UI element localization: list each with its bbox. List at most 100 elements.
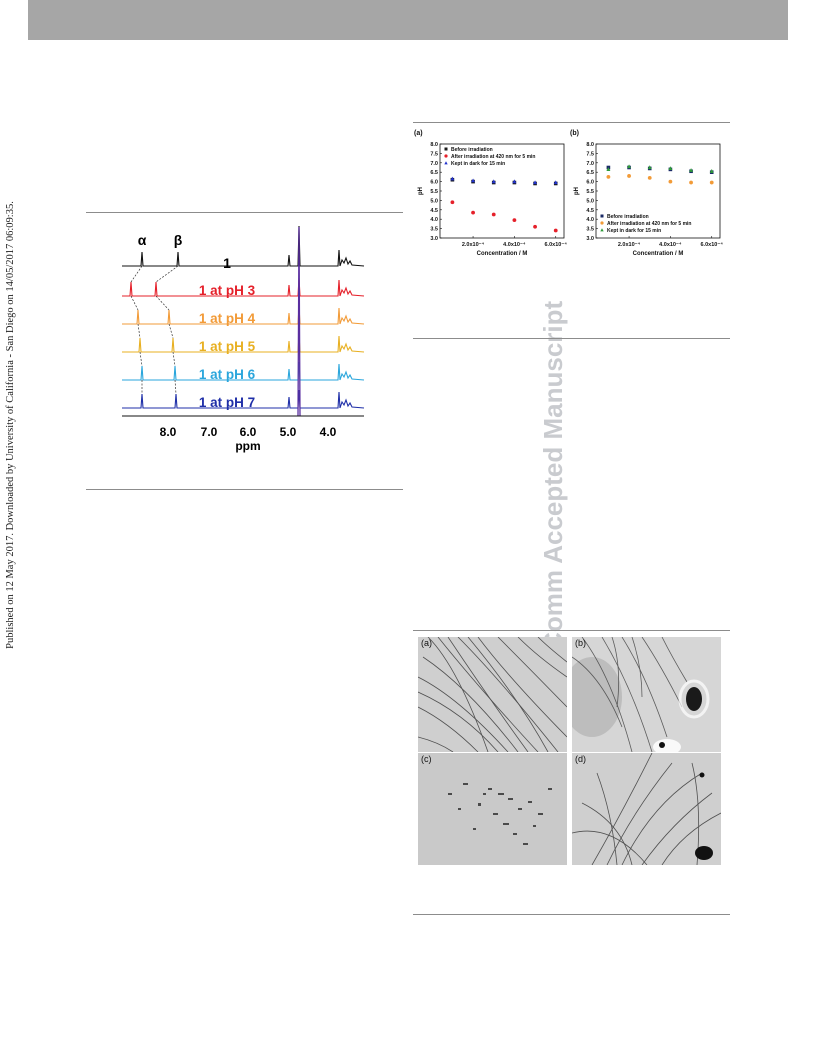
y-tick-label: 3.0 — [586, 236, 594, 242]
x-tick-label: 2.0x10⁻⁴ — [618, 242, 641, 248]
y-tick-label: 5.5 — [586, 189, 594, 195]
nmr-trace — [122, 225, 365, 267]
y-tick-label: 4.0 — [430, 217, 438, 223]
y-tick-label: 7.0 — [586, 161, 594, 167]
legend-label: Kept in dark for 15 min — [607, 228, 661, 234]
tem-panel-label: (b) — [575, 638, 586, 648]
data-point — [689, 180, 693, 185]
y-axis-title: pH — [418, 187, 424, 195]
figure-rule — [413, 338, 730, 339]
legend-marker — [600, 214, 604, 218]
x-tick-label: 5.0 — [280, 425, 297, 439]
y-tick-label: 5.5 — [430, 189, 438, 195]
figure-rule — [86, 489, 403, 490]
x-tick-label: 4.0x10⁻⁴ — [659, 242, 682, 248]
data-point — [709, 169, 714, 173]
y-tick-label: 3.5 — [430, 227, 438, 233]
x-tick-label: 2.0x10⁻⁴ — [462, 242, 485, 248]
y-tick-label: 6.0 — [586, 180, 594, 186]
y-tick-label: 5.0 — [586, 198, 594, 204]
publication-side-note: Published on 12 May 2017. Downloaded by … — [5, 201, 16, 649]
beta-peak-label: β — [174, 232, 183, 248]
y-tick-label: 3.5 — [586, 227, 594, 233]
legend-label: Before irradiation — [607, 214, 649, 220]
trace-label-ph4: 1 at pH 4 — [199, 311, 256, 326]
data-point — [450, 200, 455, 205]
tem-panel-label: (a) — [421, 638, 432, 648]
chart-panel-label: (b) — [570, 130, 579, 137]
data-point — [647, 165, 652, 170]
trace-label-ph6: 1 at pH 6 — [199, 367, 256, 382]
tem-panel-d: (d) — [572, 753, 721, 865]
data-point — [689, 168, 694, 172]
trace-label-ph5: 1 at pH 5 — [199, 339, 256, 354]
x-tick-label: 6.0x10⁻⁴ — [701, 242, 724, 248]
y-tick-label: 3.0 — [430, 236, 438, 242]
data-point — [471, 178, 476, 183]
figure-rule — [86, 212, 403, 213]
x-axis-title: ppm — [235, 439, 260, 453]
nmr-trace — [122, 389, 365, 409]
data-point — [553, 180, 558, 185]
tem-panel-b: (b) — [572, 637, 721, 752]
data-point — [533, 180, 538, 185]
data-point — [471, 210, 475, 215]
x-tick-label: 8.0 — [160, 425, 177, 439]
data-point — [647, 175, 652, 180]
data-point — [512, 179, 517, 184]
alpha-shift-connector — [130, 295, 139, 311]
data-point — [533, 224, 537, 229]
alpha-shift-connector — [130, 265, 143, 283]
x-tick-label: 4.0 — [320, 425, 337, 439]
legend-marker — [600, 221, 604, 225]
y-tick-label: 4.5 — [586, 208, 594, 214]
data-point — [668, 166, 673, 171]
data-point — [606, 175, 611, 179]
tem-fibers-a — [418, 637, 567, 752]
y-tick-label: 8.0 — [430, 142, 438, 148]
alpha-shift-connector — [137, 323, 141, 339]
figure-rule — [413, 630, 730, 631]
legend-marker — [444, 154, 448, 158]
y-tick-label: 6.5 — [586, 170, 594, 176]
legend-label: Kept in dark for 15 min — [451, 161, 505, 167]
solvent-peak — [297, 226, 301, 417]
data-point — [512, 218, 517, 223]
chart-panel-label: (a) — [414, 130, 423, 137]
y-tick-label: 7.5 — [586, 151, 594, 157]
beta-shift-connector — [168, 323, 174, 339]
figure-rule — [413, 914, 730, 915]
y-tick-label: 4.5 — [430, 208, 438, 214]
ph-chart-a: (a) 8.0 7.5 7.0 6.5 6.0 5.5 5.0 4.5 4.0 3.5 3.0 2.0x… — [414, 130, 567, 257]
data-point — [450, 176, 455, 181]
beta-shift-connector — [155, 295, 170, 311]
y-tick-label: 6.0 — [430, 180, 438, 186]
data-point — [491, 179, 496, 184]
trace-label-ph7: 1 at pH 7 — [199, 395, 255, 410]
data-point — [709, 180, 714, 185]
legend-label: After irradiation at 420 nm for 5 min — [607, 221, 691, 227]
x-axis-title: Concentration / M — [633, 251, 684, 257]
header-bar — [28, 0, 788, 40]
top-trace-label: 1 — [223, 255, 231, 271]
y-tick-label: 4.0 — [586, 217, 594, 223]
legend-label: Before irradiation — [451, 147, 493, 153]
y-tick-label: 5.0 — [430, 198, 438, 204]
tem-fibers-b — [572, 637, 721, 752]
data-point — [627, 174, 631, 178]
y-tick-label: 7.0 — [430, 161, 438, 167]
figure-rule — [413, 122, 730, 123]
beta-shift-connector — [155, 265, 179, 283]
legend-marker — [600, 228, 604, 232]
tem-particles-c — [418, 753, 567, 865]
y-axis-title: pH — [574, 187, 580, 195]
data-point — [491, 212, 496, 217]
beta-shift-connector — [172, 351, 176, 367]
legend-marker — [444, 147, 448, 151]
alpha-shift-connector — [139, 351, 143, 367]
x-tick-label: 6.0 — [240, 425, 257, 439]
data-point — [627, 164, 632, 169]
legend-marker — [444, 161, 448, 165]
alpha-peak-label: α — [138, 232, 147, 248]
beta-shift-connector — [174, 379, 177, 395]
